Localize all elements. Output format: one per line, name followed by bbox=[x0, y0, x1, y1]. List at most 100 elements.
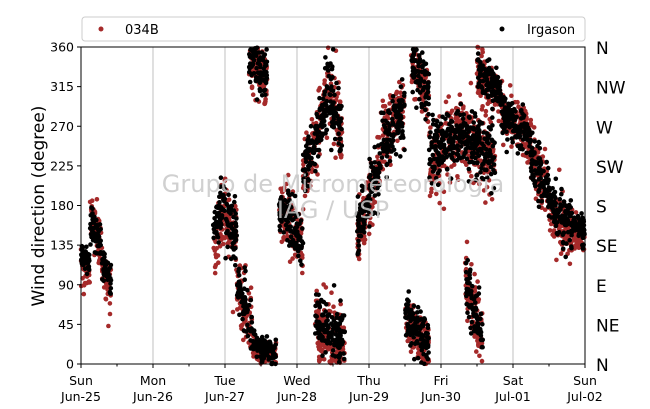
data-point bbox=[285, 172, 291, 178]
data-point bbox=[434, 191, 439, 197]
data-point bbox=[561, 199, 567, 204]
data-point bbox=[576, 233, 581, 239]
data-point bbox=[394, 89, 400, 95]
data-point bbox=[504, 129, 509, 135]
data-point bbox=[526, 127, 532, 132]
data-point bbox=[242, 265, 247, 270]
data-point bbox=[480, 63, 486, 68]
data-point bbox=[281, 185, 287, 190]
data-point bbox=[416, 63, 421, 69]
data-point bbox=[489, 197, 495, 202]
data-point bbox=[415, 304, 421, 310]
data-point bbox=[249, 84, 255, 89]
data-point bbox=[432, 156, 437, 162]
data-point bbox=[338, 298, 343, 303]
data-point bbox=[101, 285, 107, 290]
data-point bbox=[427, 193, 433, 199]
y-tick-label: 90 bbox=[58, 277, 74, 292]
data-point bbox=[329, 147, 334, 153]
data-point bbox=[303, 180, 308, 186]
data-point bbox=[335, 324, 340, 329]
data-point bbox=[320, 115, 325, 120]
data-point bbox=[334, 120, 339, 126]
data-point bbox=[246, 302, 252, 308]
data-point bbox=[488, 127, 494, 132]
grid-lines bbox=[152, 47, 514, 364]
data-point bbox=[405, 338, 411, 344]
data-point bbox=[101, 278, 106, 284]
data-point bbox=[425, 81, 431, 86]
data-point bbox=[316, 129, 322, 135]
data-point bbox=[376, 135, 382, 140]
data-point bbox=[528, 117, 534, 123]
data-point bbox=[469, 109, 475, 114]
data-point bbox=[473, 306, 479, 311]
data-point bbox=[554, 220, 560, 225]
data-point bbox=[398, 120, 404, 125]
data-point bbox=[567, 261, 573, 267]
data-point bbox=[548, 195, 554, 200]
data-point bbox=[483, 108, 489, 114]
data-point bbox=[97, 240, 102, 245]
data-point bbox=[467, 292, 473, 297]
data-point bbox=[83, 261, 88, 266]
data-point bbox=[287, 259, 293, 265]
data-point bbox=[267, 339, 273, 345]
compass-label: NW bbox=[596, 79, 626, 99]
data-point bbox=[446, 94, 452, 99]
data-point bbox=[271, 353, 277, 359]
data-point bbox=[475, 75, 481, 81]
data-point bbox=[329, 321, 334, 327]
data-point bbox=[313, 126, 319, 132]
data-point bbox=[107, 289, 113, 295]
data-point bbox=[214, 219, 219, 225]
data-point bbox=[423, 117, 428, 122]
data-point bbox=[564, 216, 570, 221]
data-point bbox=[395, 138, 400, 144]
data-point bbox=[542, 178, 547, 184]
data-point bbox=[340, 347, 346, 352]
data-point bbox=[490, 138, 495, 144]
data-point bbox=[484, 167, 489, 173]
data-point bbox=[464, 162, 469, 168]
y-tick-label: 0 bbox=[66, 357, 74, 372]
data-point bbox=[287, 203, 293, 209]
x-tick-label-date: Jun-25 bbox=[60, 389, 101, 404]
data-point bbox=[264, 59, 270, 65]
data-point bbox=[391, 132, 397, 137]
data-point bbox=[220, 234, 225, 240]
data-point bbox=[270, 346, 275, 352]
legend-marker-034B bbox=[98, 26, 104, 32]
y-tick-label: 135 bbox=[50, 238, 74, 253]
data-point bbox=[334, 80, 339, 86]
data-point bbox=[314, 319, 320, 324]
data-point bbox=[317, 328, 323, 333]
data-point bbox=[430, 164, 435, 170]
data-point bbox=[316, 147, 322, 153]
data-point bbox=[259, 93, 265, 98]
data-point bbox=[108, 286, 114, 291]
data-point bbox=[479, 344, 485, 350]
data-point bbox=[212, 264, 218, 270]
data-point bbox=[547, 203, 552, 209]
data-point bbox=[262, 101, 267, 107]
data-point bbox=[280, 207, 286, 213]
watermark-line-2: IAG / USP bbox=[277, 196, 389, 224]
data-point bbox=[236, 273, 242, 278]
data-point bbox=[415, 326, 420, 332]
data-point bbox=[581, 222, 586, 227]
data-point bbox=[215, 205, 220, 210]
data-point bbox=[308, 123, 314, 129]
data-point bbox=[222, 176, 228, 182]
data-point bbox=[461, 154, 466, 159]
data-point bbox=[331, 105, 336, 111]
data-point bbox=[521, 129, 527, 134]
data-point bbox=[294, 244, 300, 249]
data-point bbox=[409, 341, 414, 346]
data-point bbox=[370, 178, 376, 183]
data-point bbox=[366, 231, 372, 237]
data-point bbox=[372, 199, 378, 205]
data-point bbox=[86, 279, 92, 284]
x-tick-label-day: Wed bbox=[283, 373, 310, 388]
data-point bbox=[273, 337, 279, 343]
